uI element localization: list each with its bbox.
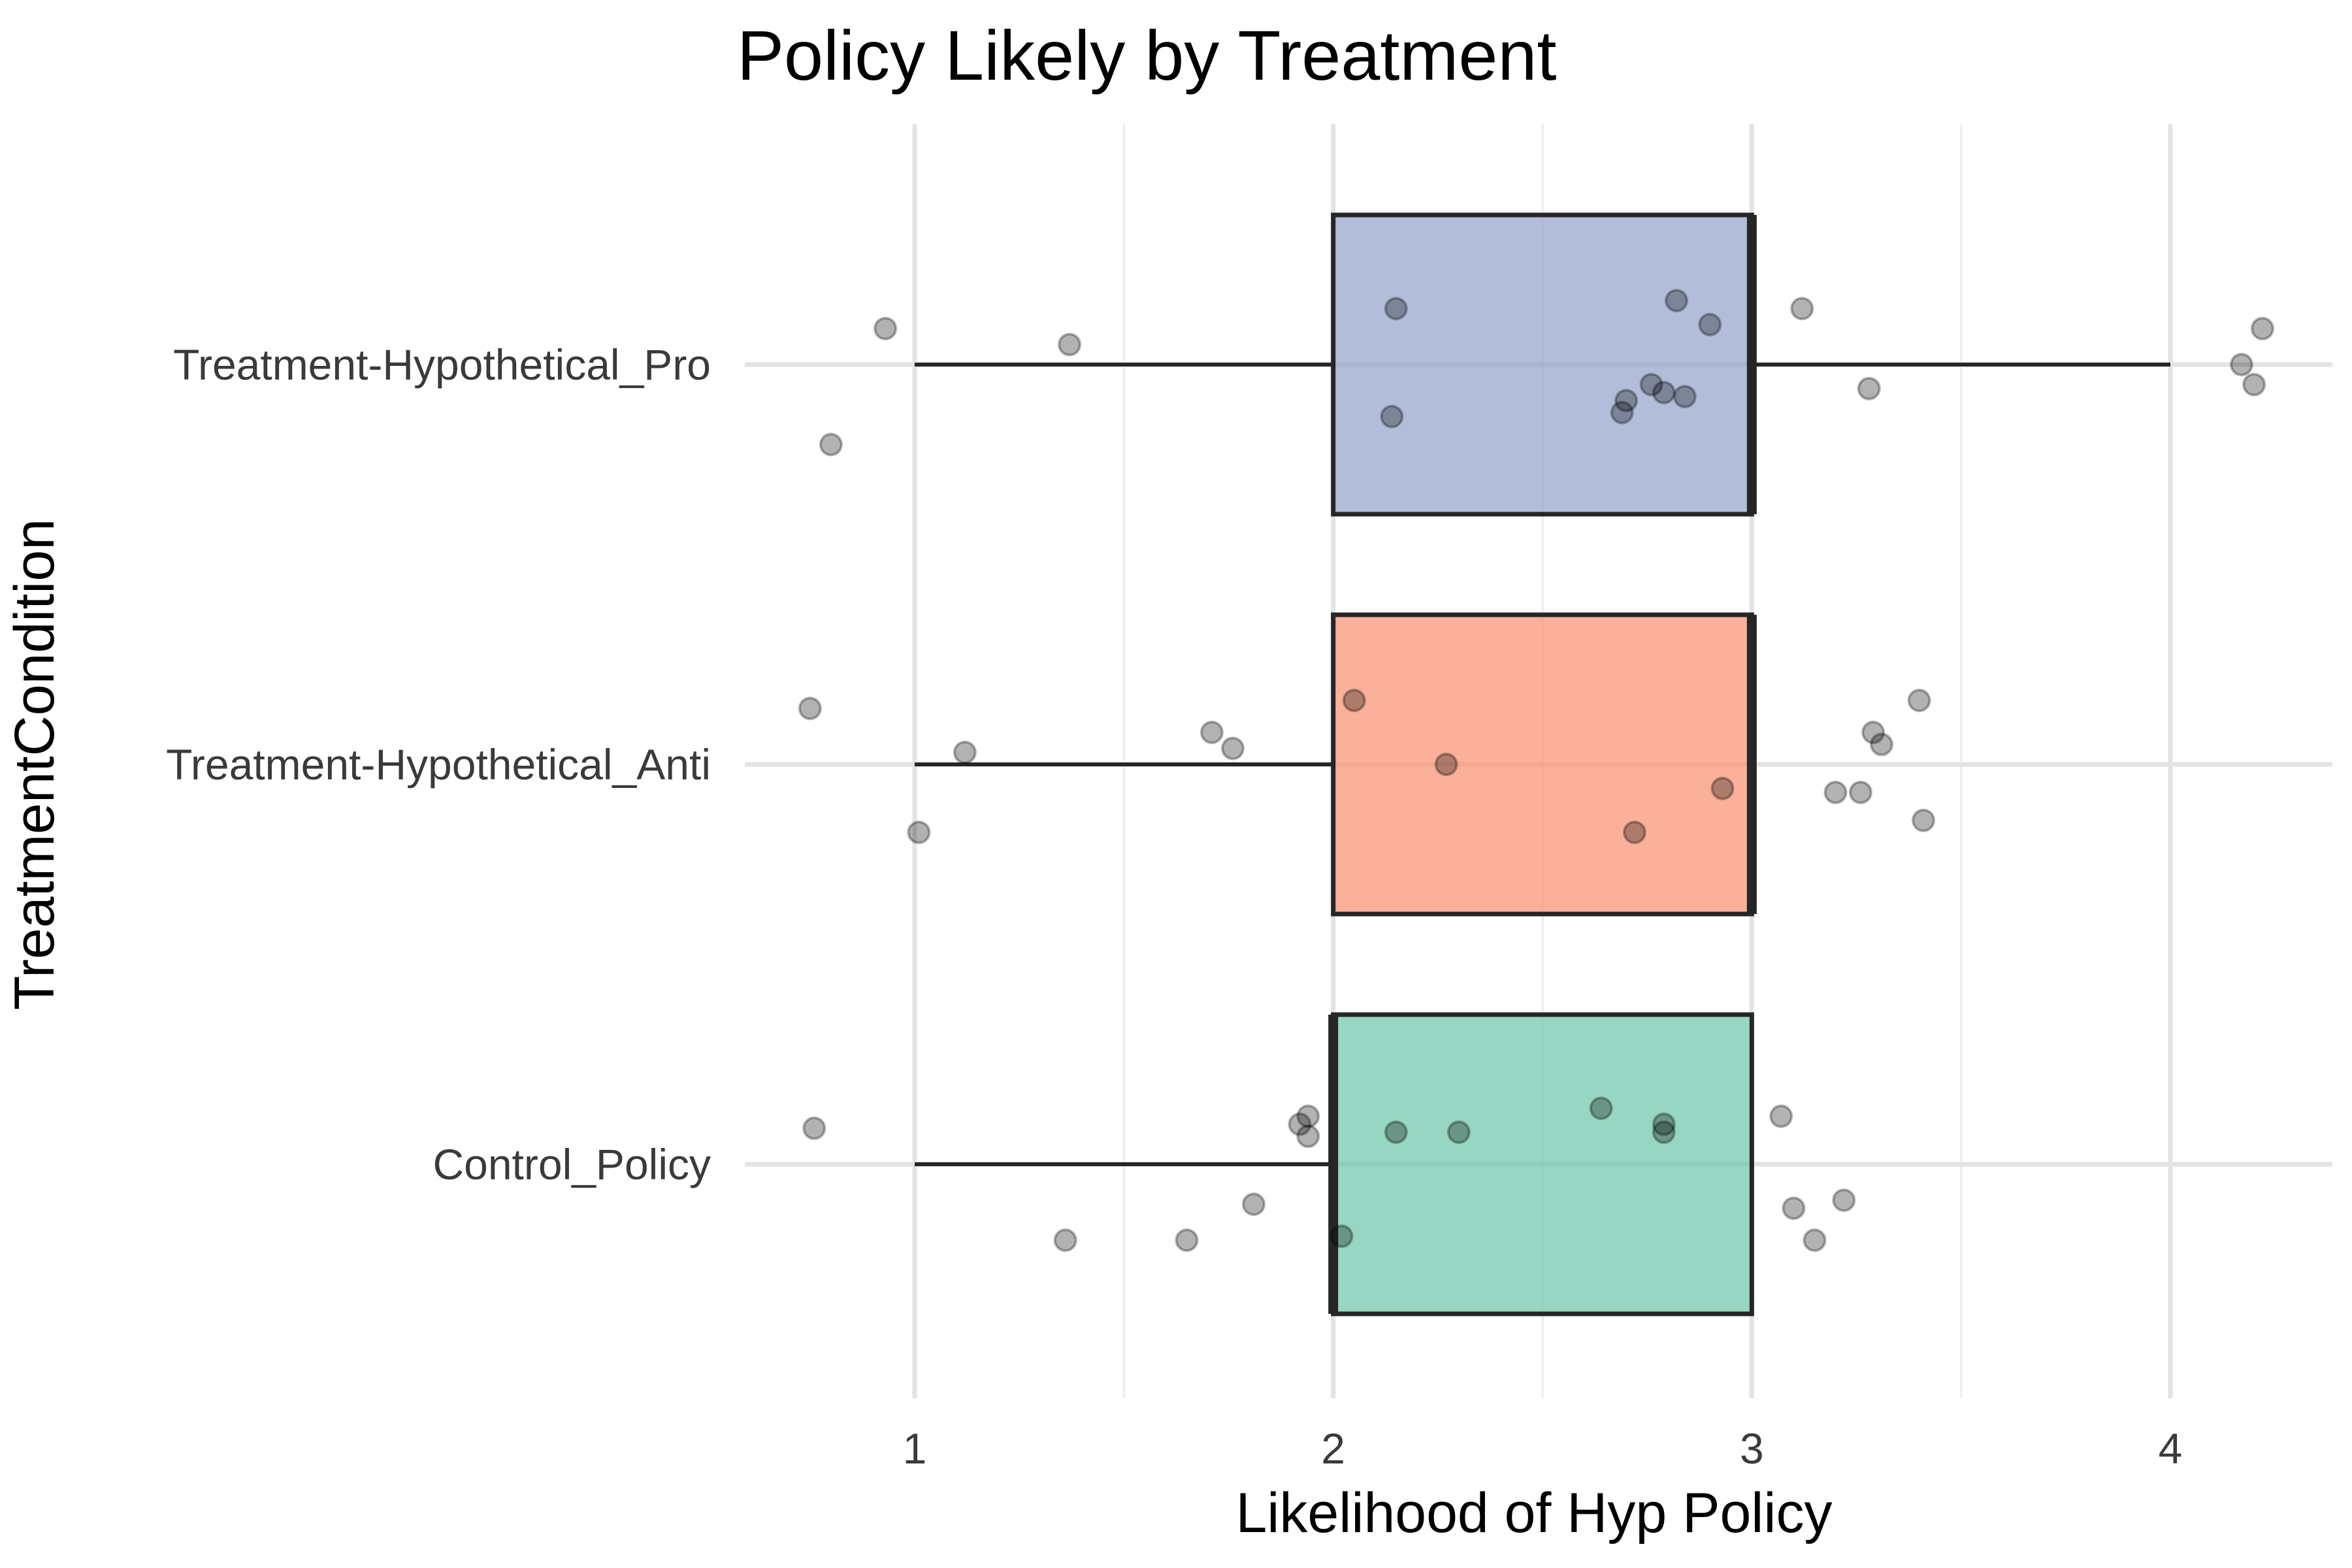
data-point <box>2229 353 2253 376</box>
y-tick-label: Treatment-Hypothetical_Anti <box>166 740 711 789</box>
data-point <box>1652 1120 1676 1145</box>
data-point <box>1912 808 1936 832</box>
data-point <box>1241 1192 1266 1217</box>
data-point <box>2250 316 2274 340</box>
data-point <box>1803 1228 1827 1252</box>
x-tick-label: 2 <box>1321 1424 1345 1473</box>
data-point <box>1622 821 1646 845</box>
box-Treatment-Hypothetical_Anti <box>1331 612 1754 917</box>
data-point <box>1384 1120 1408 1145</box>
data-point <box>1857 376 1881 400</box>
data-point <box>1446 1120 1471 1145</box>
data-point <box>1698 312 1722 336</box>
data-point <box>1288 1112 1312 1136</box>
data-point <box>1823 780 1848 804</box>
x-axis-title: Likelihood of Hyp Policy <box>1235 1482 1832 1544</box>
data-point <box>1330 1224 1354 1249</box>
data-point <box>1869 732 1893 757</box>
data-point <box>1610 400 1634 425</box>
data-point <box>1790 297 1814 321</box>
data-point <box>1434 753 1458 776</box>
data-point <box>802 1116 826 1140</box>
data-point <box>1614 389 1639 413</box>
y-tick-label: Treatment-Hypothetical_Pro <box>173 340 711 389</box>
data-point <box>907 821 931 845</box>
data-point <box>1296 1124 1320 1149</box>
x-tick-label: 1 <box>903 1424 927 1473</box>
data-point <box>1384 297 1408 321</box>
data-point <box>1639 372 1663 397</box>
y-axis-title: TreatmentCondition <box>3 519 66 1010</box>
data-point <box>1710 776 1735 800</box>
data-point <box>1058 333 1082 357</box>
data-point <box>1220 736 1245 760</box>
point-layer <box>798 289 2274 1252</box>
data-point <box>1782 1196 1806 1220</box>
x-tick-label: 3 <box>1740 1424 1764 1473</box>
data-point <box>1848 780 1872 804</box>
data-point <box>798 696 822 721</box>
data-point <box>819 433 843 457</box>
data-point <box>1861 721 1886 745</box>
data-point <box>2242 372 2266 397</box>
box-Treatment-Hypothetical_Pro <box>1331 212 1754 517</box>
data-point <box>1673 384 1697 408</box>
whisker-layer <box>915 363 2170 1166</box>
data-point <box>1589 1096 1613 1120</box>
data-point <box>1296 1104 1320 1128</box>
data-point <box>1200 721 1224 745</box>
data-point <box>1175 1228 1199 1252</box>
data-point <box>1652 1112 1676 1136</box>
data-point <box>1342 689 1366 713</box>
data-point <box>1053 1228 1077 1252</box>
data-point <box>1380 404 1404 429</box>
chart-title: Policy Likely by Treatment <box>737 16 1557 95</box>
data-point <box>1665 289 1689 313</box>
data-point <box>1832 1188 1856 1213</box>
x-tick-label: 4 <box>2159 1424 2183 1473</box>
data-point <box>953 740 977 764</box>
data-point <box>1769 1104 1793 1128</box>
data-point <box>874 316 898 340</box>
y-tick-label: Control_Policy <box>433 1140 711 1188</box>
box-Control_Policy <box>1331 1012 1754 1316</box>
data-point <box>1907 689 1931 713</box>
data-point <box>1652 380 1676 404</box>
box-layer <box>1328 212 1757 1316</box>
tick-layer: Treatment-Hypothetical_Pro Treatment-Hypo… <box>166 340 2182 1473</box>
